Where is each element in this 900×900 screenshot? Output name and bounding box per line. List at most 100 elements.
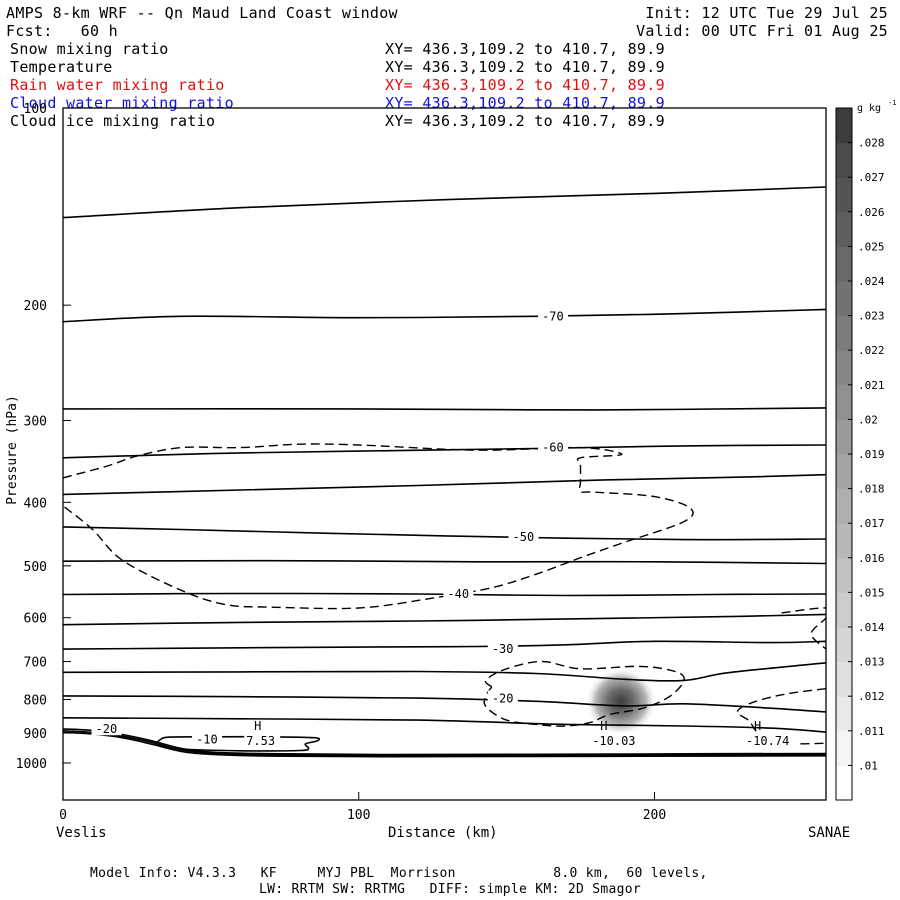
colorbar-tick-label: .022 [858, 344, 885, 357]
y-axis-label: Pressure (hPa) [5, 395, 20, 505]
model-info-line-2: LW: RRTM SW: RRTMG DIFF: simple KM: 2D S… [259, 882, 641, 897]
colorbar-tick-label: .023 [858, 310, 885, 323]
colorbar-swatch [836, 315, 852, 351]
colorbar-tick-label: .015 [858, 586, 885, 599]
colorbar-swatch [836, 419, 852, 455]
isotherm-line [63, 407, 826, 411]
plot-frame [62, 107, 827, 801]
x-right-location-label: SANAE [808, 825, 850, 841]
isotherm-line [63, 308, 826, 323]
isotherm-line [63, 640, 826, 650]
dashed-contour-line [63, 443, 694, 610]
dashed-contour-line [483, 660, 685, 727]
high-marker: H [754, 719, 761, 733]
isotherm-label-bg [443, 585, 474, 600]
snow-mixing-ratio-maximum [584, 667, 657, 736]
isotherm-line [63, 444, 826, 459]
isotherm-label: -20 [96, 722, 118, 736]
isotherm-label-bg [487, 690, 518, 705]
isotherm-line [63, 613, 826, 626]
isotherm-label: -50 [513, 530, 535, 544]
isotherm-label: -20 [492, 691, 514, 705]
y-tick-label: 1000 [16, 757, 47, 772]
y-tick-label: 400 [24, 496, 47, 511]
y-tick-label: 100 [24, 102, 47, 117]
colorbar-swatch [836, 488, 852, 524]
colorbar-tick-label: .012 [858, 690, 885, 703]
colorbar-swatch [836, 592, 852, 628]
isotherm-label-bg [538, 308, 569, 323]
isotherm-line [155, 735, 321, 752]
colorbar-swatch [836, 246, 852, 282]
colorbar-swatch [836, 765, 852, 801]
colorbar-swatch [836, 523, 852, 559]
colorbar-tick-label: .019 [858, 448, 885, 461]
isotherm-line [63, 731, 826, 758]
colorbar-unit-exponent: -1 [888, 99, 896, 107]
plot-title: AMPS 8-km WRF -- Qn Maud Land Coast wind… [6, 4, 398, 22]
forecast-hour: Fcst: 60 h [6, 22, 118, 40]
x-tick-label: 200 [643, 808, 666, 823]
colorbar-tick-label: .025 [858, 240, 885, 253]
colorbar-tick-label: .013 [858, 656, 885, 669]
isotherm-label: -30 [492, 642, 514, 656]
colorbar-tick-label: .026 [858, 206, 885, 219]
high-value: 7.53 [246, 734, 275, 748]
high-marker: H [254, 719, 261, 733]
colorbar-swatch [836, 661, 852, 697]
isotherm-line [63, 473, 826, 496]
isotherm-line [63, 186, 826, 219]
isotherm-label: -10 [196, 732, 218, 746]
y-tick-label: 900 [24, 727, 47, 742]
colorbar-tick-label: .011 [858, 725, 885, 738]
colorbar-swatch [836, 177, 852, 213]
field-name: Rain water mixing ratio [10, 76, 225, 94]
isotherm-line [63, 717, 826, 733]
field-xy-range: XY= 436.3,109.2 to 410.7, 89.9 [385, 76, 665, 94]
y-tick-label: 300 [24, 415, 47, 430]
x-left-location-label: Veslis [56, 825, 107, 841]
high-value: -10.74 [746, 734, 789, 748]
isotherm-label-bg [192, 731, 223, 746]
isotherm-line [63, 728, 826, 756]
y-tick-label: 600 [24, 612, 47, 627]
colorbar-swatch [836, 384, 852, 420]
colorbar-tick-label: .017 [858, 517, 885, 530]
field-xy-range: XY= 436.3,109.2 to 410.7, 89.9 [385, 40, 665, 58]
colorbar-swatch [836, 281, 852, 317]
model-info-line-1: Model Info: V4.3.3 KF MYJ PBL Morrison 8… [90, 866, 708, 881]
colorbar-unit: g kg [857, 103, 881, 114]
high-value-bg [244, 733, 281, 746]
x-tick-label: 0 [59, 808, 67, 823]
isotherm-line [63, 526, 826, 541]
colorbar-tick-label: .014 [858, 621, 885, 634]
field-name: Snow mixing ratio [10, 40, 169, 58]
field-xy-range: XY= 436.3,109.2 to 410.7, 89.9 [385, 112, 665, 130]
y-tick-label: 200 [24, 299, 47, 314]
colorbar-swatch [836, 108, 852, 144]
isotherm-label-bg [508, 529, 539, 544]
high-value-bg [590, 733, 643, 746]
isotherm-label-bg [538, 439, 569, 454]
isotherm-line [63, 695, 826, 713]
high-value-bg [743, 733, 796, 746]
y-tick-label: 800 [24, 694, 47, 709]
colorbar-tick-label: .021 [858, 379, 885, 392]
x-axis-label: Distance (km) [388, 825, 498, 841]
isotherm-line [63, 559, 826, 565]
isotherm-line [63, 662, 826, 682]
colorbar-swatch [836, 211, 852, 247]
high-value: -10.03 [592, 734, 635, 748]
colorbar-tick-label: .01 [858, 759, 878, 772]
colorbar-tick-label: .016 [858, 552, 885, 565]
y-tick-label: 700 [24, 656, 47, 671]
field-name: Temperature [10, 58, 113, 76]
colorbar-tick-label: .018 [858, 483, 885, 496]
field-xy-range: XY= 436.3,109.2 to 410.7, 89.9 [385, 58, 665, 76]
isotherm-label: -40 [447, 587, 469, 601]
field-name: Cloud ice mixing ratio [10, 112, 216, 130]
high-marker: H [600, 719, 607, 733]
colorbar-swatch [836, 627, 852, 663]
